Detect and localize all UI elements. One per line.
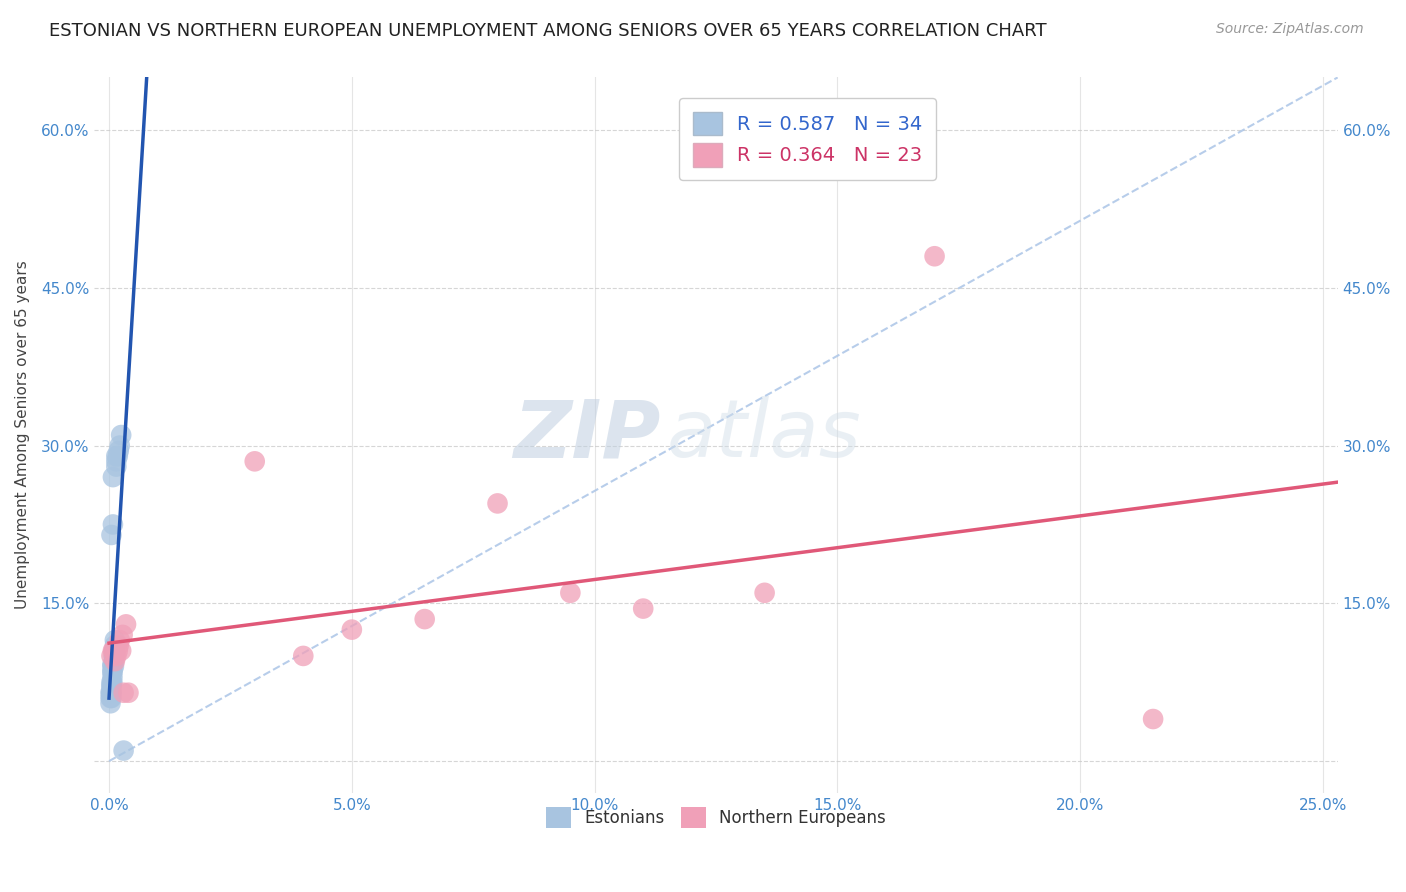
Point [631, 601, 654, 615]
Legend: Estonians, Northern Europeans: Estonians, Northern Europeans [540, 801, 893, 834]
Point [100, 675, 122, 690]
Point [104, 639, 127, 653]
Point [100, 686, 122, 700]
Point [104, 654, 127, 668]
Point [100, 691, 122, 706]
Text: ZIP: ZIP [513, 396, 659, 474]
Point [103, 648, 125, 663]
Point [101, 657, 124, 672]
Point [107, 639, 129, 653]
Text: ESTONIAN VS NORTHERN EUROPEAN UNEMPLOYMENT AMONG SENIORS OVER 65 YEARS CORRELATI: ESTONIAN VS NORTHERN EUROPEAN UNEMPLOYME… [49, 22, 1047, 40]
Point [100, 528, 122, 542]
Point [100, 648, 122, 663]
Point [111, 628, 134, 642]
Point [105, 449, 128, 463]
Point [110, 428, 132, 442]
Point [1142, 712, 1164, 726]
Point [110, 643, 132, 657]
Point [103, 654, 125, 668]
Point [101, 643, 124, 657]
Point [101, 675, 124, 690]
Point [107, 443, 129, 458]
Point [243, 454, 266, 468]
Point [115, 617, 138, 632]
Point [103, 648, 125, 663]
Point [105, 454, 128, 468]
Point [104, 643, 127, 657]
Point [100, 686, 122, 700]
Point [100, 686, 122, 700]
Point [754, 586, 776, 600]
Point [112, 686, 135, 700]
Point [101, 670, 124, 684]
Point [101, 665, 124, 679]
Text: Source: ZipAtlas.com: Source: ZipAtlas.com [1216, 22, 1364, 37]
Point [413, 612, 436, 626]
Point [105, 648, 128, 663]
Point [101, 517, 124, 532]
Point [560, 586, 582, 600]
Point [103, 643, 125, 657]
Point [117, 686, 139, 700]
Point [108, 439, 131, 453]
Point [103, 643, 125, 657]
Point [100, 681, 122, 695]
Point [105, 459, 128, 474]
Point [104, 633, 127, 648]
Point [292, 648, 315, 663]
Point [100, 696, 122, 710]
Point [100, 691, 122, 706]
Point [101, 659, 124, 673]
Point [100, 678, 122, 692]
Point [108, 633, 131, 648]
Point [112, 743, 135, 757]
Point [103, 659, 125, 673]
Point [486, 496, 509, 510]
Point [101, 470, 124, 484]
Text: atlas: atlas [666, 396, 860, 474]
Point [107, 643, 129, 657]
Point [107, 449, 129, 463]
Point [924, 249, 946, 263]
Y-axis label: Unemployment Among Seniors over 65 years: Unemployment Among Seniors over 65 years [15, 260, 30, 609]
Point [340, 623, 363, 637]
Point [101, 665, 124, 679]
